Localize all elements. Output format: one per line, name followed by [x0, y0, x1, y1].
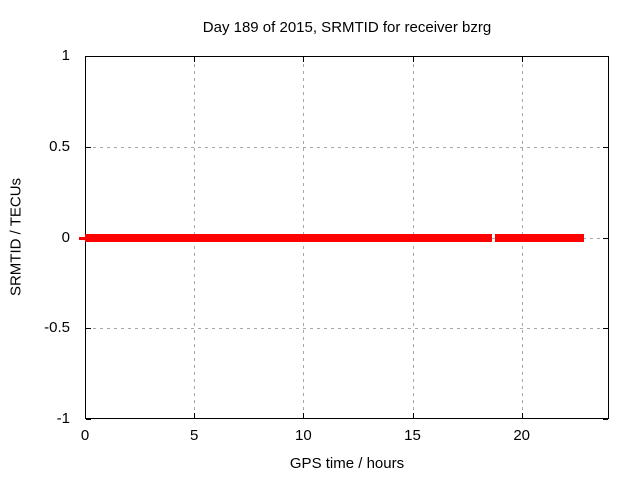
x-tick-label: 10 — [294, 427, 312, 444]
y-tick-label: 0.5 — [49, 137, 70, 155]
x-tick-mark-top — [194, 57, 196, 62]
x-tick-mark — [303, 413, 305, 418]
x-tick-mark — [85, 413, 86, 418]
x-tick-mark — [194, 413, 196, 418]
y-tick-label: -1 — [56, 410, 70, 427]
y-tick-mark-right — [603, 328, 608, 330]
x-tick-mark — [412, 413, 414, 418]
y-axis-label: SRMTID / TECUs — [7, 177, 25, 297]
x-tick-mark-top — [85, 57, 86, 62]
x-axis-label: GPS time / hours — [289, 455, 405, 472]
y-tick-mark-right — [603, 237, 608, 239]
y-tick-label: 1 — [61, 47, 70, 64]
y-tick-label: 0 — [61, 228, 70, 246]
x-tick-mark-top — [303, 57, 305, 62]
gridline-horizontal — [86, 328, 608, 330]
data-series-segment — [495, 233, 584, 242]
chart-title: Day 189 of 2015, SRMTID for receiver bzr… — [202, 19, 492, 36]
data-series-segment — [85, 233, 493, 242]
y-tick-mark — [86, 419, 91, 420]
y-tick-label: -0.5 — [44, 319, 70, 337]
x-tick-mark — [521, 413, 523, 418]
plot-area — [85, 56, 609, 420]
x-tick-label: 0 — [80, 427, 90, 444]
x-tick-mark-top — [412, 57, 414, 62]
y-tick-mark — [86, 328, 91, 330]
x-tick-label: 20 — [513, 427, 530, 444]
data-series-start-cap — [79, 236, 85, 240]
y-tick-mark-right — [603, 419, 608, 420]
y-tick-mark — [86, 146, 91, 148]
y-tick-mark-right — [603, 56, 608, 57]
y-tick-mark-right — [603, 146, 608, 148]
x-tick-mark-top — [521, 57, 523, 62]
y-tick-mark — [86, 56, 91, 57]
x-tick-label: 5 — [189, 427, 199, 444]
x-tick-label: 15 — [404, 427, 421, 444]
gridline-horizontal — [86, 146, 608, 148]
